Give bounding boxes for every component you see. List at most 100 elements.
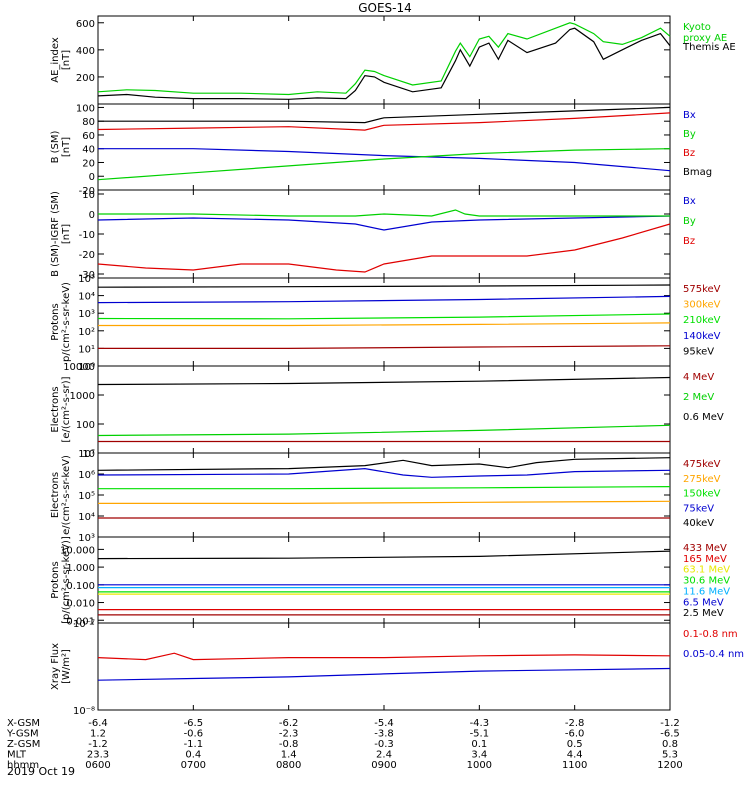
y-axis-label-line: Electrons [50,472,61,518]
time-axis-value: 0.1 [471,739,487,750]
legend-line: 0.05-0.4 nm [683,649,744,660]
figure-title: GOES-14 [358,1,412,15]
legend-6-5-MeV: 6.5 MeV [683,597,724,608]
y-axis-label: AE_index[nT] [50,37,72,83]
legend-75keV: 75keV [683,503,714,514]
time-axis-row-label: Z-GSM [7,739,40,750]
y-tick-label: 10 [82,190,95,201]
y-axis-label-line: Protons [50,303,61,340]
legend-Themis-AE: Themis AE [682,42,736,53]
y-tick-label: 10³ [78,533,95,544]
legend-line: 210keV [683,315,721,326]
legend-line: By [683,129,696,140]
y-tick-label: 10⁻⁸ [73,706,95,717]
panel-electrons2: 10³ 10⁴ 10⁵ 10⁶ 10⁷ Electronse/(cm²-s-sr-keV)… [50,449,721,544]
y-tick-label: 0 [89,210,95,221]
legend-line: 30.6 MeV [683,576,730,587]
y-axis-label-line: [nT] [61,137,72,157]
legend-433-MeV: 433 MeV [683,543,727,554]
time-axis-value: -6.0 [565,729,585,740]
legend-line: Bx [683,110,696,121]
y-tick-label: 0.001 [66,616,95,627]
time-axis-value: 0700 [181,760,206,771]
legend-line: Kyoto [683,22,711,33]
legend-line: 0.1-0.8 nm [683,629,738,640]
time-axis-value: 1.4 [281,750,297,761]
legend-210keV: 210keV [683,315,721,326]
time-axis-value: 0900 [371,760,396,771]
series-line-150keV [98,486,671,490]
y-axis-label-line: AE_index [50,37,61,83]
time-axis-value: 3.4 [471,750,487,761]
legend-line: 575keV [683,284,721,295]
legend-line: 95keV [683,346,714,357]
y-tick-label: 10000 [63,362,95,373]
legend-line: 0.6 MeV [683,412,724,423]
time-axis-row-label: hhmm [7,760,39,771]
y-axis-label: B (SM)-IGRF (SM)[nT] [50,191,72,277]
panel-frame [97,452,671,538]
y-axis-label: Xray Flux[W/m²] [50,643,72,690]
y-axis-label: Protons[p/(cm²-s-sr-keV)] [50,536,72,624]
y-axis-label-line: Protons [50,561,61,598]
legend-line: 150keV [683,489,721,500]
legend-4-MeV: 4 MeV [683,372,714,383]
y-tick-label: 10² [78,327,95,338]
legend-0-05-0-4-nm: 0.05-0.4 nm [683,649,744,660]
y-tick-label: 10³ [78,309,95,320]
y-tick-label: 100 [76,420,95,431]
y-axis-label-line: Xray Flux [50,643,61,690]
time-axis-value: 1.2 [90,729,106,740]
time-axis-value: -1.2 [88,739,108,750]
time-axis-value: -5.1 [470,729,490,740]
legend-line: Bz [683,148,695,159]
time-axis-table: X-GSM -6.4 -6.5 -6.2 -5.4 -4.3 -2.8 -1.2 Y-GSM 1.… [6,718,683,771]
y-tick-label: 10 [82,449,95,460]
y-tick-label: 0.100 [66,581,95,592]
legend-63-1-MeV: 63.1 MeV [683,565,730,576]
time-axis-value: -0.3 [374,739,394,750]
legend-line: Bmag [683,167,712,178]
series-line-Themis-AE [97,27,671,100]
panel-xray: 10⁻⁸ 10⁻⁷ Xray Flux[W/m²] 0.1-0.8 nm 0.05-0.… [50,619,744,717]
y-axis-label-line: B (SM)-IGRF (SM) [50,191,61,277]
legend-300keV: 300keV [683,300,721,311]
series-line-140keV [97,295,671,304]
y-tick-label: 20 [82,158,95,169]
legend-95keV: 95keV [683,346,714,357]
legend-line: proxy AE [683,33,727,44]
time-axis-row-label: MLT [7,750,27,761]
legend-line: 475keV [683,459,721,470]
y-tick-label: 10⁴ [78,512,95,523]
time-axis-value: 0.5 [567,739,583,750]
panel-bigrf: -30 -20 -10 0 10 B (SM)-IGRF (SM)[nT] Bx By Bz [50,189,696,281]
legend-Kyoto-proxy-AE: Kyoto proxy AE [683,22,727,44]
y-tick-label: 200 [76,73,95,84]
time-axis-value: -2.3 [279,729,299,740]
legend-line: 40keV [683,518,714,529]
legend-By: By [683,129,696,140]
series-line-2-5-MeV [97,550,671,560]
time-axis-value: -5.4 [374,718,394,729]
legend-Bx: Bx [683,196,696,207]
legend-line: 4 MeV [683,372,714,383]
time-axis-value: -1.2 [660,718,680,729]
time-axis-value: 1100 [562,760,587,771]
time-axis-value: 4.4 [567,750,583,761]
legend-40keV: 40keV [683,518,714,529]
legend-275keV: 275keV [683,474,721,485]
y-tick-label: -30 [79,270,95,281]
y-tick-label: 10⁵ [78,274,95,285]
legend-line: 75keV [683,503,714,514]
series-line-Kyoto-proxy-AE [97,22,671,96]
series-line-0-1-0-8-nm [97,652,671,661]
series-line-Bmag [98,106,671,124]
time-axis-value: -6.2 [279,718,299,729]
y-axis-label: Electrons[e/(cm²-s-sr)] [50,376,72,442]
series-line-By [97,148,671,181]
panel-bsm: -20 0 20 40 60 80 100 B (SM)[nT] Bx By Bz Bmag [50,103,712,197]
legend-line: 140keV [683,331,721,342]
panel-frame [97,277,671,367]
time-axis-value: -6.5 [184,718,204,729]
